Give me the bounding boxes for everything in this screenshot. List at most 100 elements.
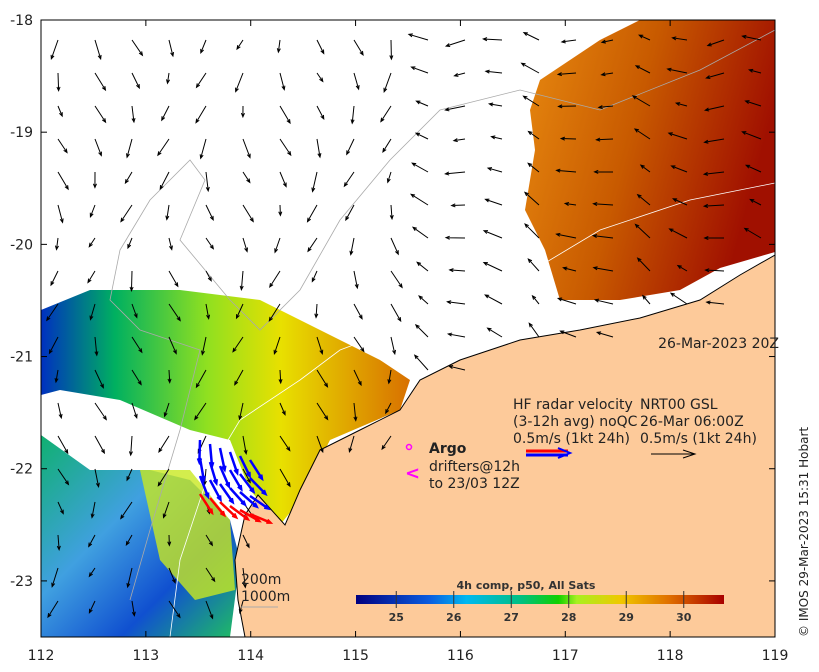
current-vector xyxy=(523,191,540,206)
current-vector xyxy=(279,468,291,488)
current-vector xyxy=(94,435,106,455)
current-vector xyxy=(482,230,503,239)
current-vector xyxy=(279,72,286,91)
current-vector xyxy=(487,102,503,107)
current-vector xyxy=(57,501,64,515)
current-vector xyxy=(348,435,355,453)
current-vector xyxy=(88,237,96,248)
current-vector xyxy=(126,138,133,159)
current-vector xyxy=(639,164,651,173)
current-vector xyxy=(242,204,254,223)
current-vector xyxy=(703,138,725,144)
hf-radar-vector xyxy=(228,451,239,476)
current-vector xyxy=(411,162,429,173)
isobath-200m-label: 200m xyxy=(241,572,281,588)
current-vector xyxy=(634,223,651,239)
hf-radar-vector xyxy=(218,465,231,490)
lon-tick-label: 118 xyxy=(657,648,684,664)
current-vector xyxy=(201,336,207,356)
current-vector xyxy=(239,270,244,291)
current-vector xyxy=(748,68,762,74)
current-vector xyxy=(235,72,244,93)
argo-label: Argo xyxy=(429,441,467,457)
current-vector xyxy=(353,270,359,290)
current-vector xyxy=(527,258,540,272)
colorbar-tick-label: 26 xyxy=(446,611,462,624)
hf-radar-vectors xyxy=(196,439,274,524)
current-vector xyxy=(195,72,207,89)
current-vector xyxy=(205,534,214,547)
plot-frame xyxy=(40,19,776,638)
current-vector xyxy=(353,336,365,353)
current-vector xyxy=(414,132,429,140)
current-vector xyxy=(57,171,69,191)
current-vector xyxy=(741,131,762,140)
lon-tick-label: 119 xyxy=(762,648,789,664)
current-vector xyxy=(205,567,216,583)
current-vector xyxy=(446,300,466,305)
current-vector xyxy=(670,165,688,173)
current-vector xyxy=(273,336,281,355)
current-vector xyxy=(168,237,173,251)
lat-tick-label: -20 xyxy=(10,237,33,253)
current-vector xyxy=(450,203,466,208)
current-vector xyxy=(311,270,318,283)
current-vector xyxy=(205,237,215,250)
current-vector xyxy=(703,236,725,241)
current-vector xyxy=(131,336,143,354)
current-vector xyxy=(706,39,725,47)
current-vector xyxy=(131,369,142,386)
current-vector xyxy=(242,171,251,184)
current-vector xyxy=(94,138,102,157)
colorbar-tick-label: 29 xyxy=(619,611,634,624)
sst-patch-east xyxy=(525,20,775,300)
current-vector xyxy=(522,95,540,107)
current-vector xyxy=(381,435,392,451)
current-vector xyxy=(444,171,466,176)
current-vector xyxy=(269,270,281,289)
current-vector xyxy=(524,223,540,239)
current-vector xyxy=(57,204,64,224)
current-vector xyxy=(195,369,207,389)
current-vector xyxy=(50,270,59,287)
current-vector xyxy=(94,369,104,389)
current-vector xyxy=(168,567,176,584)
current-vector xyxy=(671,36,688,41)
hf-radar-vector xyxy=(239,473,256,495)
current-vector xyxy=(446,332,466,338)
current-vector xyxy=(195,105,207,124)
hf-radar-vector xyxy=(208,479,222,503)
current-vector xyxy=(205,600,214,620)
current-vector xyxy=(316,138,322,159)
longitude-axis: 112 113 114 115 116 117 118 119 xyxy=(28,20,789,664)
current-vector xyxy=(205,303,211,320)
current-vector xyxy=(307,237,318,253)
current-vector xyxy=(242,237,249,253)
current-vector xyxy=(232,336,244,353)
current-vector xyxy=(46,303,59,322)
current-vector xyxy=(593,169,614,174)
current-vector xyxy=(556,72,577,77)
current-vector xyxy=(444,235,466,240)
current-vector xyxy=(89,303,96,321)
current-vector xyxy=(592,266,614,272)
current-vector xyxy=(163,402,170,418)
lon-tick-label: 114 xyxy=(237,648,264,664)
current-vector xyxy=(490,135,503,140)
hf-radar-vector xyxy=(239,508,262,523)
hf-radar-vector xyxy=(229,487,247,507)
current-vector xyxy=(127,237,133,250)
current-vector xyxy=(94,39,102,61)
current-vector xyxy=(634,65,651,74)
current-vector xyxy=(51,567,59,588)
current-vector xyxy=(90,501,96,519)
colorbar-tick-label: 28 xyxy=(561,611,576,624)
current-vector xyxy=(641,294,651,305)
current-vector xyxy=(94,72,107,92)
drifters-label-1: drifters@12h xyxy=(429,459,520,475)
map-plot-area[interactable] xyxy=(41,20,775,637)
current-vector xyxy=(453,72,466,77)
current-vector xyxy=(415,100,429,107)
current-vector xyxy=(559,136,577,141)
